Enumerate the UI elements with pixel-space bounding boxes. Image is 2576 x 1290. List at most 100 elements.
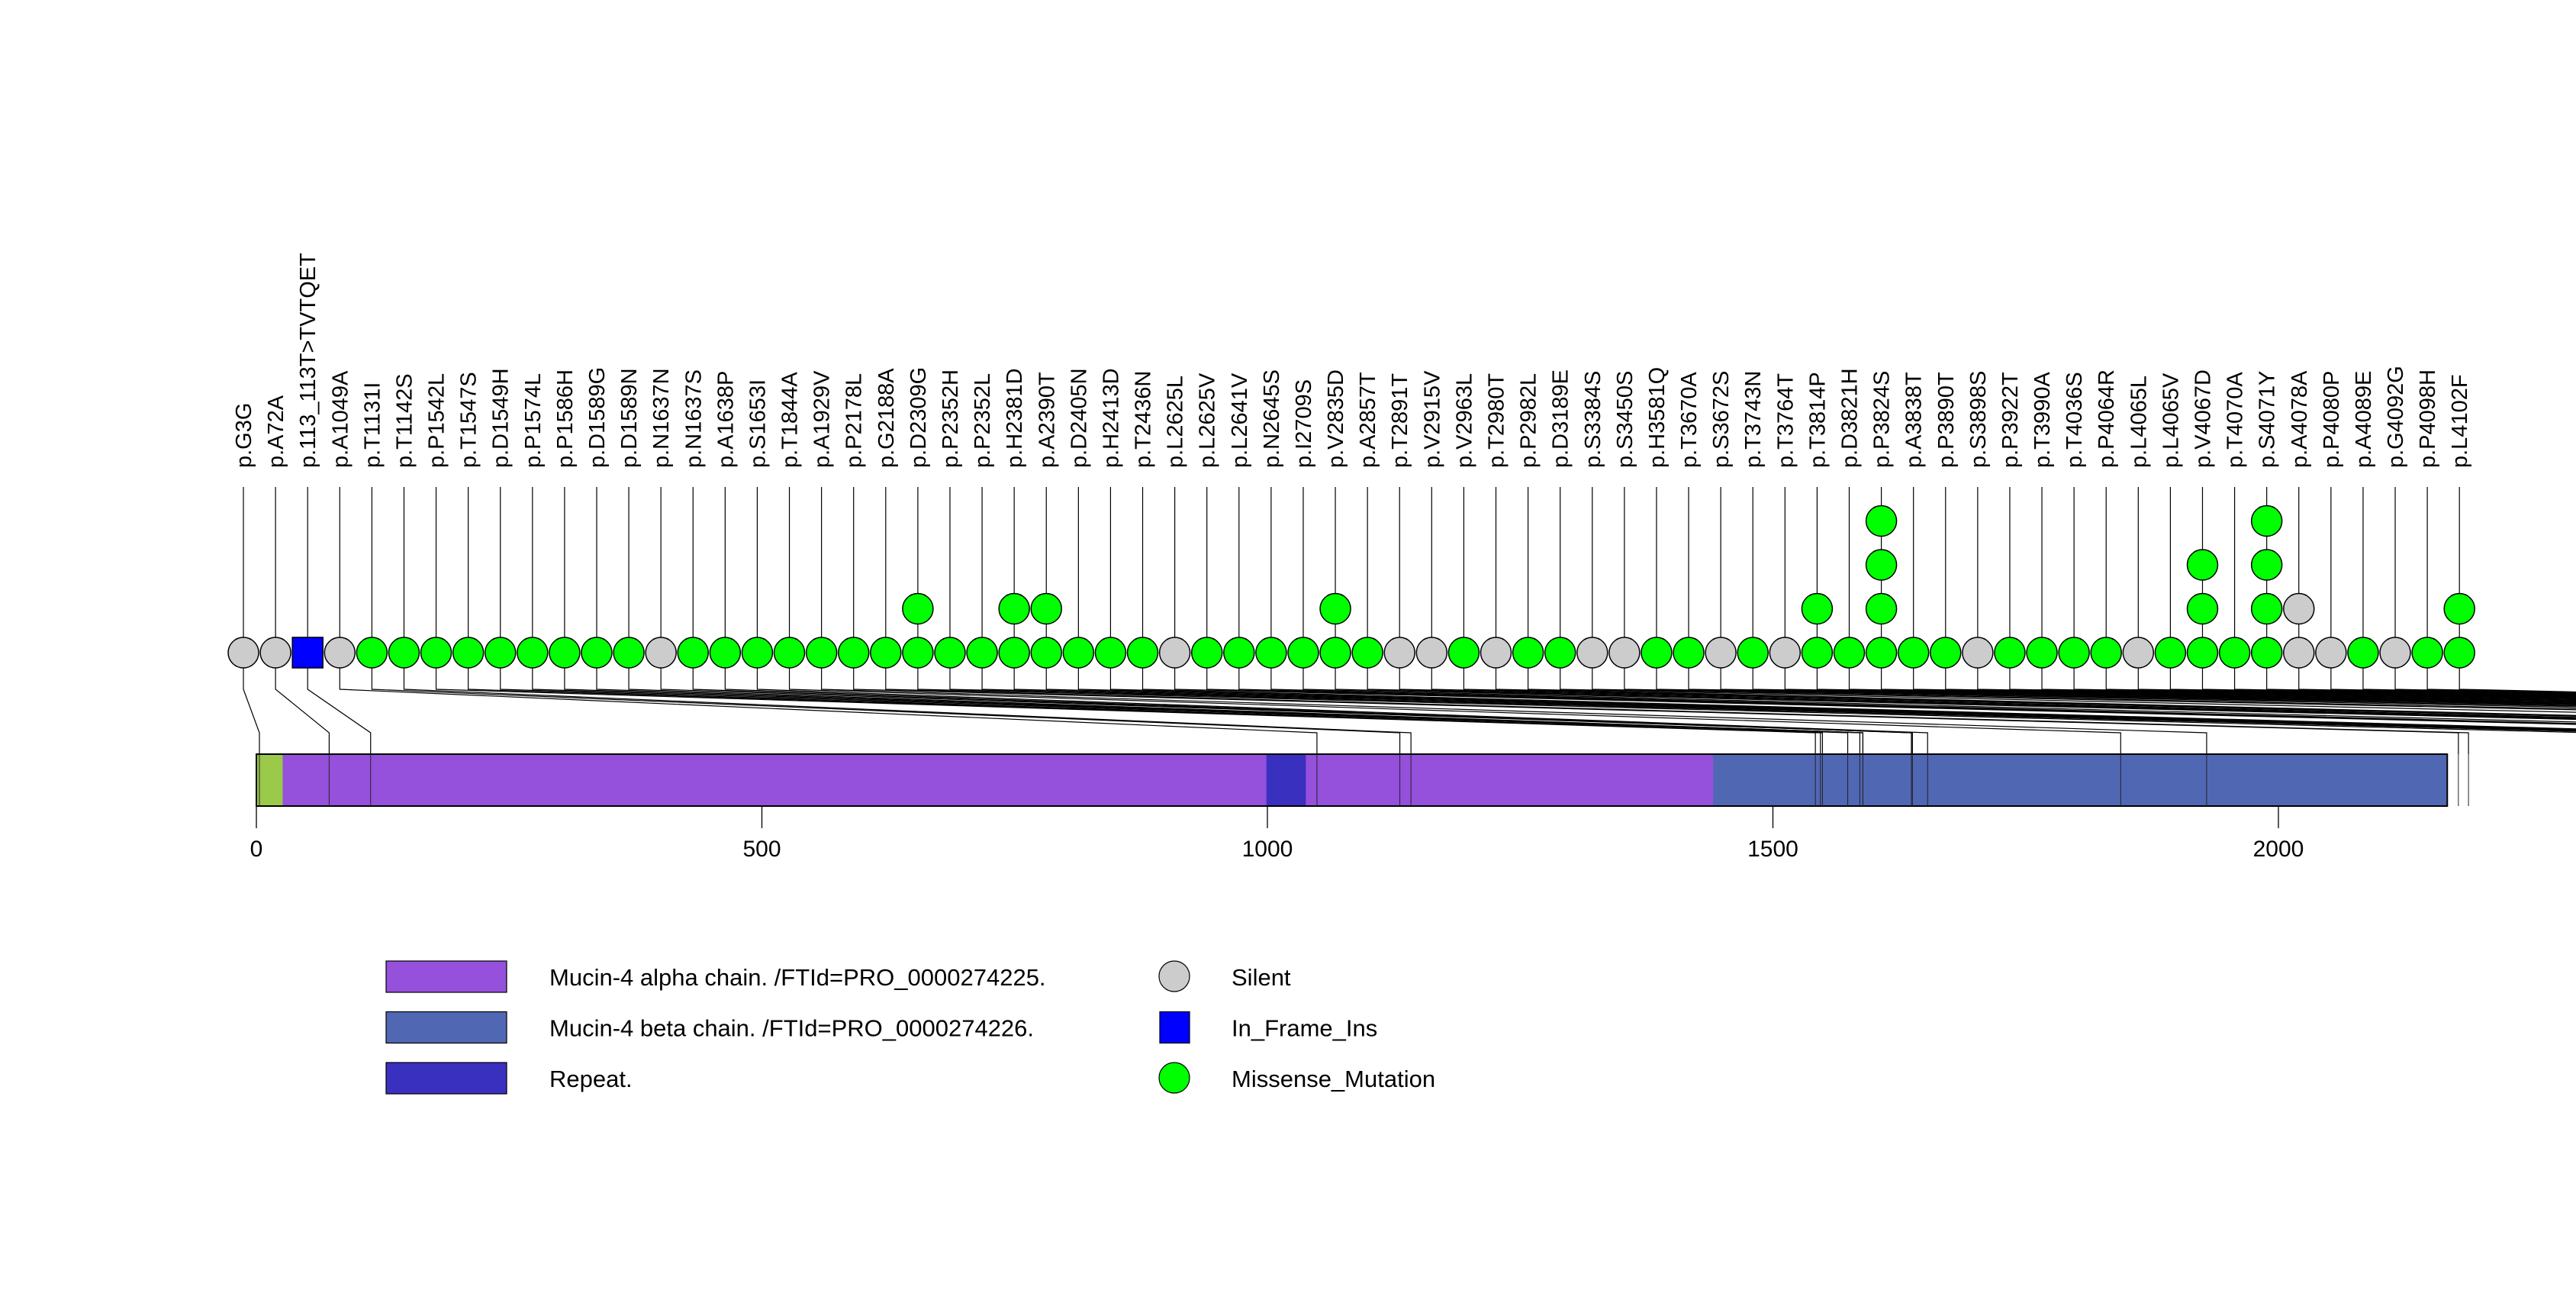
connector-line: [275, 653, 330, 754]
connector-line: [1560, 653, 2576, 713]
missense-marker: [709, 637, 742, 669]
mutation-label: p.G4092G: [2384, 366, 2408, 468]
legend-domain-label: Repeat.: [549, 1066, 633, 1092]
mutation-label: p.L4065V: [2159, 372, 2183, 468]
missense-marker: [870, 637, 902, 669]
missense-marker: [902, 592, 934, 625]
connector-line: [821, 653, 2207, 754]
silent-marker: [1608, 637, 1641, 669]
connector-line: [1720, 653, 2576, 707]
missense-marker: [484, 637, 517, 669]
missense-marker: [773, 637, 806, 669]
missense-marker: [1641, 637, 1673, 669]
connector-line: [628, 653, 1864, 754]
missense-marker: [2186, 637, 2219, 669]
connector-line: [2137, 653, 2576, 698]
x-tick-label: 1500: [1747, 837, 1798, 862]
x-tick-label: 2000: [2253, 837, 2304, 862]
mutation-label: p.L2625V: [1196, 372, 1220, 468]
missense-marker: [1062, 637, 1095, 669]
connector-line: [1913, 653, 2576, 703]
mutation-label: p.D2309G: [906, 367, 931, 468]
connector-line: [1206, 653, 2576, 725]
missense-marker: [934, 637, 966, 669]
connector-line: [532, 653, 1849, 754]
mutation-label: p.P3890T: [1934, 372, 1959, 468]
silent-marker: [227, 637, 259, 669]
silent-marker: [1769, 637, 1802, 669]
missense-marker: [2218, 637, 2251, 669]
connector-line: [1880, 653, 2576, 704]
missense-marker: [1447, 637, 1480, 669]
connector-line: [853, 653, 2459, 754]
missense-marker: [1801, 637, 1834, 669]
mutation-label: p.113_113T>TVTQET: [296, 253, 320, 468]
connector-line: [2298, 653, 2576, 696]
connector-line: [1527, 653, 2576, 716]
missense-marker: [1223, 637, 1255, 669]
mutation-label: p.N1637N: [649, 368, 674, 468]
missense-marker: [356, 637, 388, 669]
mutation-label: p.A3838T: [1902, 372, 1927, 468]
legend: Mucin-4 alpha chain. /FTId=PRO_000027422…: [385, 960, 1435, 1095]
mutation-label: p.S3384S: [1581, 371, 1605, 468]
mutation-label: p.T3814P: [1805, 372, 1830, 468]
mutation-label: p.S1653I: [745, 379, 770, 468]
mutation-label: p.A1638P: [713, 371, 738, 468]
missense-marker: [2186, 549, 2219, 581]
silent-marker: [1383, 637, 1415, 669]
connector-line: [1045, 653, 2576, 731]
silent-marker: [1962, 637, 1994, 669]
x-tick-label: 1000: [1242, 837, 1293, 862]
connector-line: [564, 653, 1861, 754]
legend-domain-label: Mucin-4 alpha chain. /FTId=PRO_000027422…: [549, 964, 1046, 991]
connector-line: [1752, 653, 2576, 706]
mutation-label: p.A1929V: [810, 370, 835, 468]
connector-line: [1688, 653, 2576, 707]
missense-marker: [2250, 592, 2283, 625]
mutation-label: p.P2982L: [1517, 373, 1541, 468]
mutation-label: p.H2381D: [1003, 368, 1027, 468]
mutation-label: p.D1549H: [489, 368, 514, 468]
mutation-label: p.G2188A: [874, 368, 899, 468]
mutation-label: p.I2709S: [1292, 379, 1316, 468]
mutation-label: p.H3581Q: [1645, 367, 1670, 468]
missense-marker: [581, 637, 613, 669]
legend-mutation-label: Missense_Mutation: [1232, 1066, 1435, 1092]
connector-line: [1013, 653, 2576, 731]
mutation-label: p.T1844A: [778, 372, 803, 468]
connector-line: [1335, 653, 2576, 721]
connector-line: [2105, 653, 2576, 699]
connector-line: [2458, 653, 2576, 693]
missense-marker: [1737, 637, 1769, 669]
missense-marker: [1512, 637, 1544, 669]
connector-line: [2266, 653, 2576, 696]
mutation-label: p.S3450S: [1613, 371, 1637, 468]
missense-marker: [452, 637, 485, 669]
silent-marker: [1480, 637, 1512, 669]
connector-line: [2009, 653, 2576, 701]
mutation-label: p.T4070A: [2223, 372, 2248, 468]
connector-lines: [243, 653, 2576, 754]
mutation-label: p.D3821H: [1838, 368, 1863, 468]
connector-line: [692, 653, 1912, 754]
lollipops: p.G3G p.A72A p.113_113T>TVTQET p.A1049A p.T1…: [227, 253, 2475, 669]
silent-marker: [645, 637, 677, 669]
missense-marker: [2443, 592, 2475, 625]
mutation-label: p.P3824S: [1870, 371, 1895, 468]
silent-marker: [2315, 637, 2347, 669]
missense-marker: [517, 637, 549, 669]
connector-line: [2201, 653, 2576, 698]
mutation-label: p.T2436N: [1132, 371, 1156, 468]
mutation-label: p.T3764T: [1773, 373, 1798, 468]
missense-marker: [805, 637, 838, 669]
missense-marker: [741, 637, 774, 669]
missense-marker: [998, 592, 1030, 625]
connector-line: [307, 653, 372, 754]
mutation-label: p.P2352H: [939, 369, 963, 468]
mutation-label: p.V2835D: [1324, 369, 1348, 468]
domain-3: [1713, 754, 2448, 806]
missense-marker: [1255, 637, 1287, 669]
mutation-label: p.S3672S: [1709, 371, 1734, 468]
missense-marker: [998, 637, 1030, 669]
